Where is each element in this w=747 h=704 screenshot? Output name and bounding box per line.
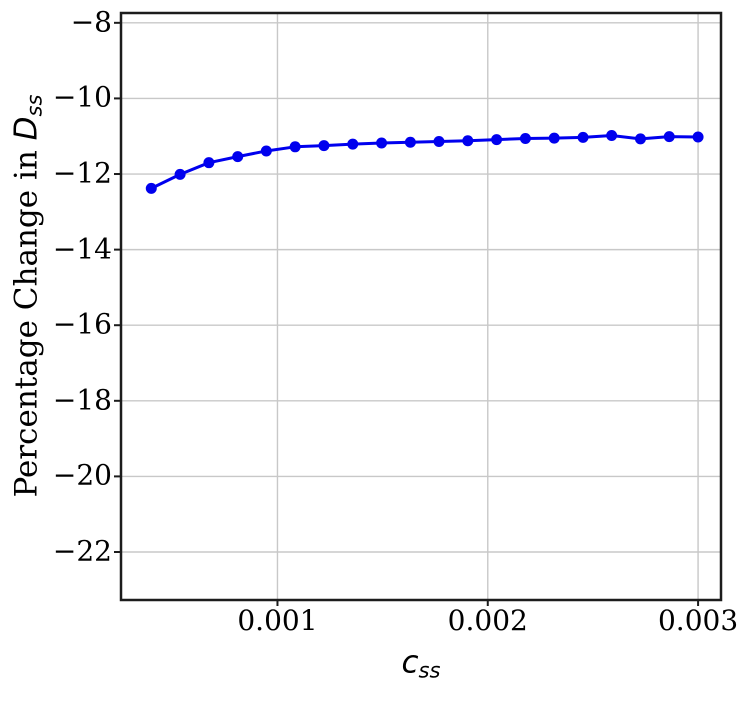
y-tick-label: −18	[52, 383, 112, 417]
data-point	[145, 182, 157, 194]
data-point	[606, 129, 618, 141]
data-point	[491, 134, 503, 146]
x-axis-label-math: c	[401, 644, 419, 681]
data-point	[260, 145, 272, 157]
x-tick-label: 0.003	[657, 604, 739, 637]
data-line	[149, 133, 700, 190]
data-point	[289, 141, 301, 153]
data-point	[577, 131, 589, 143]
y-tick-label: −8	[70, 5, 112, 39]
data-point	[433, 136, 445, 148]
y-tick-label: −12	[52, 156, 112, 190]
data-point	[318, 140, 330, 152]
y-tick-label: −16	[52, 307, 112, 341]
y-tick-label: −10	[52, 80, 112, 114]
x-tick-label: 0.002	[447, 604, 528, 637]
data-point	[462, 135, 474, 147]
data-point	[203, 157, 215, 169]
data-point	[634, 133, 646, 145]
data-point	[347, 138, 359, 150]
data-point	[519, 132, 531, 144]
y-tick-label: −14	[52, 232, 112, 266]
data-point	[174, 168, 186, 180]
data-point	[232, 151, 244, 163]
data-point	[404, 136, 416, 148]
axis-frame	[119, 11, 723, 602]
data-point	[692, 131, 704, 143]
y-tick-label: −20	[52, 458, 112, 492]
data-point	[663, 131, 675, 143]
x-tick-label: 0.001	[237, 604, 318, 637]
y-axis-label: Percentage Change in Dss	[8, 94, 47, 497]
x-axis-label-subscript: ss	[418, 657, 441, 683]
data-point	[548, 132, 560, 144]
x-axis-label: css	[401, 644, 441, 683]
data-point	[376, 137, 388, 149]
y-axis-label-math: D	[8, 116, 45, 141]
y-tick-label: −22	[52, 534, 112, 568]
